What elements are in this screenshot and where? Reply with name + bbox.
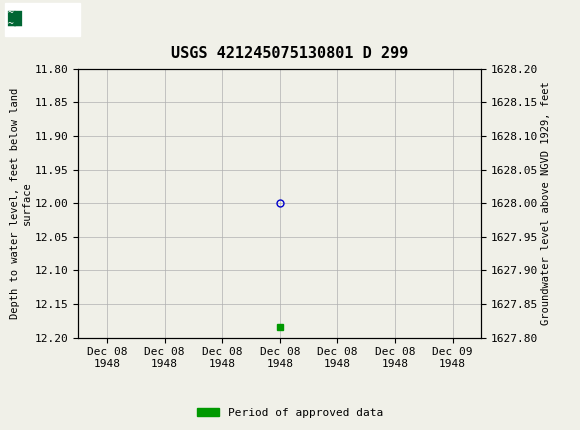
Text: ██: ██ <box>8 11 23 26</box>
Text: USGS: USGS <box>38 12 74 27</box>
Y-axis label: Depth to water level, feet below land
surface: Depth to water level, feet below land su… <box>10 88 32 319</box>
Legend: Period of approved data: Period of approved data <box>193 403 387 422</box>
Text: USGS 421245075130801 D 299: USGS 421245075130801 D 299 <box>171 46 409 61</box>
Y-axis label: Groundwater level above NGVD 1929, feet: Groundwater level above NGVD 1929, feet <box>541 81 551 325</box>
Text: ~
~: ~ ~ <box>8 8 13 29</box>
Bar <box>5 3 80 36</box>
